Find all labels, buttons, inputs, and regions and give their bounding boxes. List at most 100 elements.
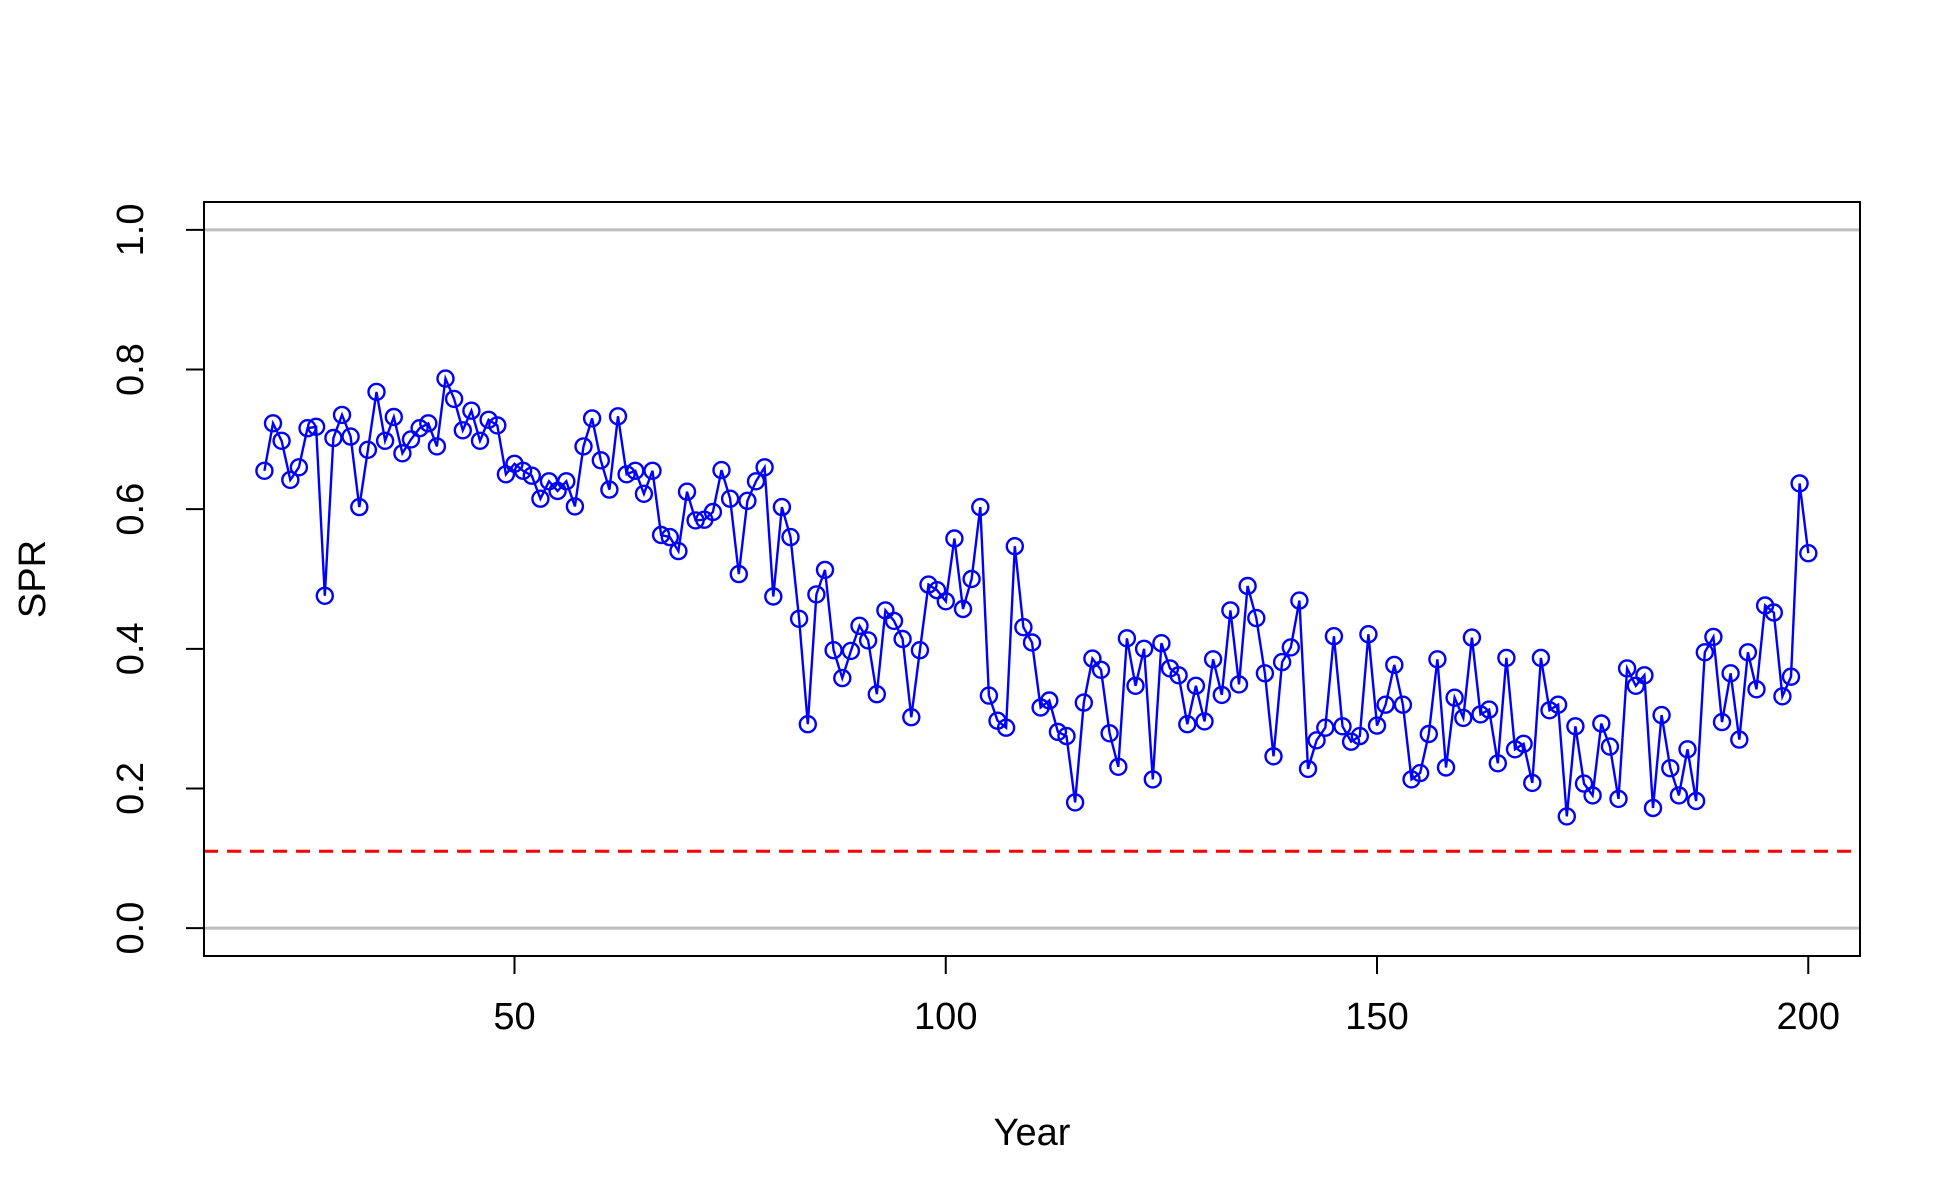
data-point xyxy=(263,414,283,433)
data-point xyxy=(1548,695,1568,714)
data-point xyxy=(315,586,334,605)
y-tick-label: 0.4 xyxy=(110,622,152,675)
data-point xyxy=(1178,715,1197,734)
data-point xyxy=(582,409,602,428)
data-point xyxy=(384,407,403,427)
data-point xyxy=(1385,655,1404,675)
x-tick-label: 150 xyxy=(1345,996,1408,1038)
data-point xyxy=(1324,627,1344,646)
data-point xyxy=(798,715,817,734)
series-line xyxy=(263,374,1810,817)
data-point xyxy=(1600,737,1620,756)
x-axis-title: Year xyxy=(994,1112,1071,1154)
data-point xyxy=(617,465,636,484)
data-point xyxy=(453,421,472,440)
y-tick-label: 1.0 xyxy=(110,204,152,257)
data-point xyxy=(1643,798,1663,818)
data-point xyxy=(1203,650,1223,669)
data-point xyxy=(600,480,619,499)
data-point xyxy=(755,458,774,477)
data-point xyxy=(971,497,990,517)
data-point xyxy=(1281,638,1301,657)
data-point xyxy=(1238,576,1257,596)
data-point xyxy=(1040,691,1059,710)
data-point xyxy=(669,541,688,561)
data-point xyxy=(1359,625,1378,644)
data-point xyxy=(815,560,835,580)
data-point xyxy=(807,585,826,604)
data-point xyxy=(531,489,550,508)
data-point xyxy=(677,482,697,501)
data-point xyxy=(1143,770,1163,789)
series-layer xyxy=(255,369,1818,826)
data-point xyxy=(910,641,930,660)
data-point xyxy=(1419,724,1439,744)
data-point xyxy=(306,417,326,436)
data-point xyxy=(824,641,843,660)
data-point xyxy=(867,685,886,704)
data-point xyxy=(1479,700,1499,719)
data-point xyxy=(1695,643,1715,662)
data-point xyxy=(712,460,731,480)
data-point xyxy=(1298,759,1318,779)
data-point xyxy=(324,428,343,448)
data-point xyxy=(996,718,1016,737)
data-point xyxy=(686,511,705,530)
data-point xyxy=(1221,601,1240,620)
data-point xyxy=(1764,603,1784,622)
data-point xyxy=(1454,708,1473,728)
data-point xyxy=(738,491,757,510)
y-tick-label: 0.6 xyxy=(110,483,152,536)
data-point xyxy=(1686,791,1706,811)
data-point xyxy=(1367,716,1387,735)
data-point xyxy=(833,668,852,688)
data-point xyxy=(298,419,317,438)
data-point xyxy=(651,525,671,545)
data-point xyxy=(608,407,628,426)
data-point xyxy=(1074,693,1094,712)
reference-lines xyxy=(204,228,1860,930)
data-point xyxy=(979,686,999,705)
data-point xyxy=(522,466,541,485)
x-tick-label: 100 xyxy=(914,996,977,1038)
data-point xyxy=(1091,660,1111,679)
data-point xyxy=(1661,759,1680,778)
data-point xyxy=(764,587,783,606)
data-point xyxy=(1272,652,1292,672)
data-point xyxy=(1738,643,1758,662)
data-point xyxy=(1255,664,1275,683)
data-point xyxy=(789,609,809,628)
data-point xyxy=(1290,591,1309,610)
data-point xyxy=(893,629,912,649)
y-tick-label: 0.8 xyxy=(110,343,152,396)
data-point xyxy=(358,440,378,459)
data-point xyxy=(1376,695,1395,714)
data-point xyxy=(1126,676,1145,695)
data-point xyxy=(1186,676,1206,695)
data-point xyxy=(272,431,291,450)
data-point xyxy=(945,529,964,548)
data-point xyxy=(1704,627,1723,647)
y-axis-title: SPR xyxy=(12,540,54,618)
data-point xyxy=(557,472,576,491)
data-point xyxy=(1609,789,1628,809)
x-tick-label: 200 xyxy=(1777,996,1840,1038)
data-point xyxy=(626,461,645,480)
data-point xyxy=(1678,740,1697,759)
data-point xyxy=(1436,758,1456,777)
data-point xyxy=(427,437,447,456)
data-point xyxy=(1333,717,1352,736)
data-point xyxy=(1057,726,1076,746)
data-point xyxy=(488,416,507,435)
data-point xyxy=(367,382,386,402)
data-point xyxy=(1152,634,1171,653)
data-point xyxy=(1005,537,1024,556)
data-point xyxy=(634,484,654,503)
data-point xyxy=(746,472,766,491)
data-point xyxy=(1393,695,1413,714)
data-point xyxy=(1195,712,1214,731)
data-point xyxy=(729,564,748,584)
data-point xyxy=(1781,667,1801,686)
data-point xyxy=(462,401,481,420)
